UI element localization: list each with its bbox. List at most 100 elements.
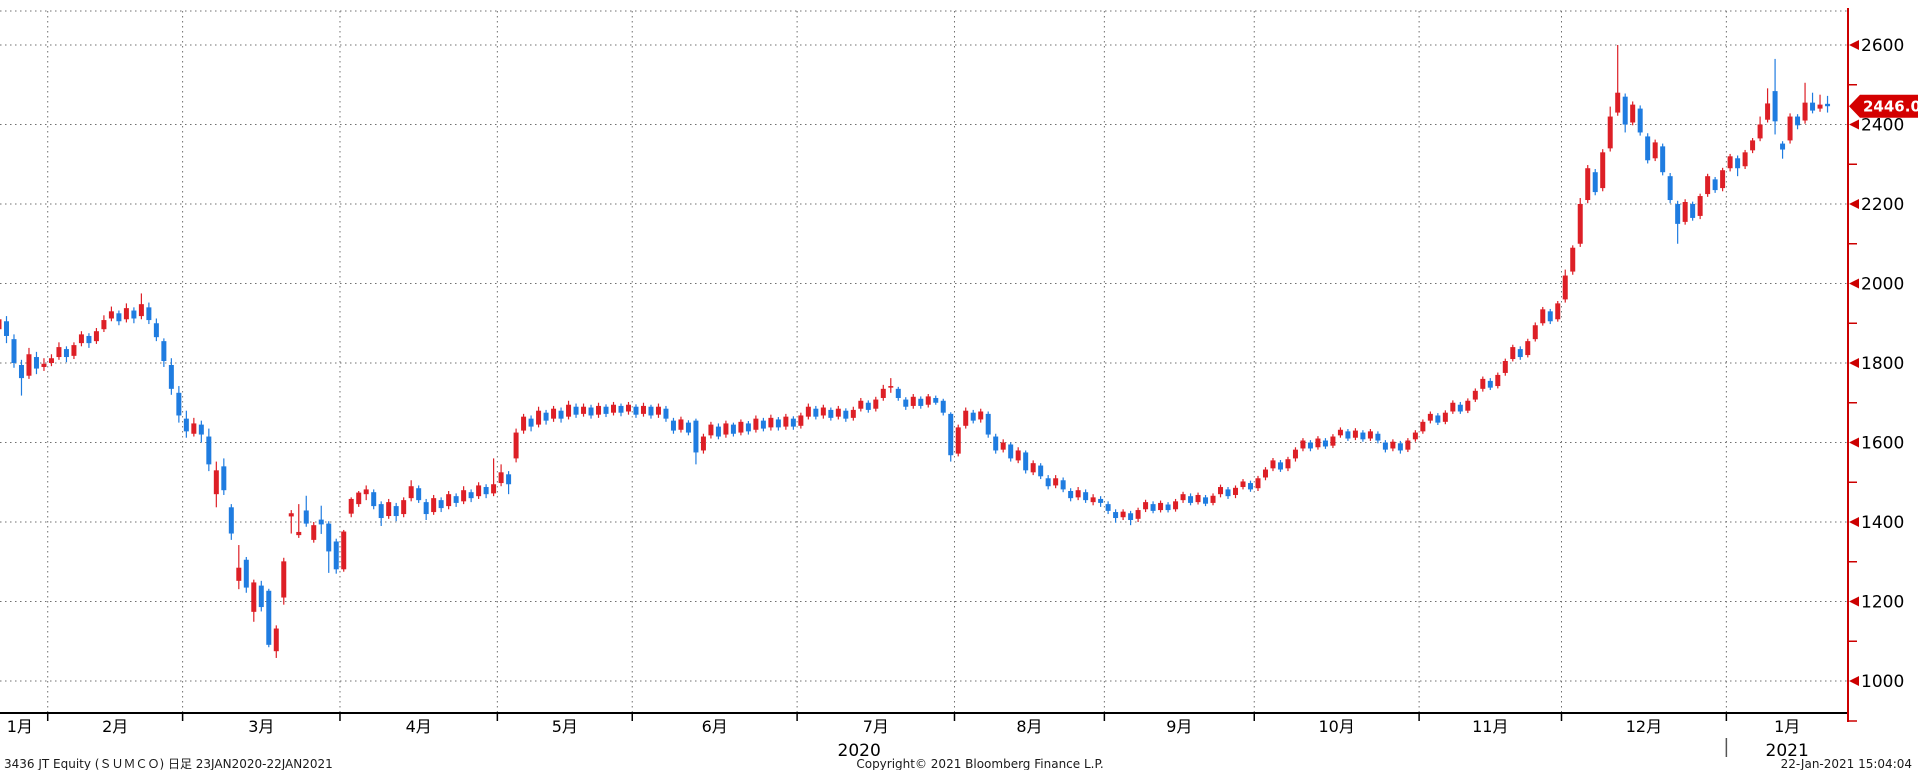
candle-down <box>828 407 834 421</box>
candle-down <box>760 417 766 432</box>
candles-layer <box>0 45 1831 658</box>
candle-down <box>423 498 429 521</box>
candle-body <box>993 436 999 451</box>
candle-down <box>468 489 474 503</box>
candle-body <box>1128 513 1134 521</box>
candle-body <box>1825 103 1831 107</box>
candle-down <box>1592 169 1598 196</box>
candle-down <box>813 405 819 420</box>
candle-down <box>843 408 849 422</box>
candle-body <box>738 421 744 433</box>
candle-body <box>873 399 879 409</box>
x-axis-year-label: 2020 <box>838 741 881 761</box>
candle-body <box>700 436 706 451</box>
candle-body <box>131 310 137 319</box>
candle-body <box>183 418 189 432</box>
candle-body <box>341 531 347 570</box>
candle-up <box>873 396 879 412</box>
candle-body <box>1023 452 1029 471</box>
candle-down <box>1277 459 1283 472</box>
candle-body <box>880 388 886 398</box>
candle-body <box>1105 504 1111 511</box>
candle-body <box>71 345 77 356</box>
candle-down <box>1382 440 1388 453</box>
candle-body <box>371 492 377 507</box>
candle-body <box>768 417 774 428</box>
candle-body <box>153 323 159 338</box>
candle-up <box>491 458 497 497</box>
candle-up <box>798 412 804 429</box>
candle-body <box>56 347 62 358</box>
candle-body <box>843 410 849 419</box>
candle-body <box>1555 303 1561 320</box>
candle-body <box>168 364 174 389</box>
candle-body <box>955 427 961 454</box>
candle-up <box>363 485 369 501</box>
instrument-footer-label: 3436 JT Equity (ＳＵＭＣＯ) 日足 23JAN2020-22JA… <box>4 757 333 770</box>
candle-body <box>108 311 114 319</box>
candle-down <box>206 428 212 472</box>
candle-body <box>1150 504 1156 511</box>
y-axis-major-arrow <box>1849 596 1859 607</box>
candle-body <box>1330 436 1336 446</box>
candle-up <box>768 414 774 431</box>
candle-down <box>528 415 534 432</box>
candle-down <box>3 316 9 344</box>
candle-up <box>1532 322 1538 342</box>
y-axis-label: 1600 <box>1861 434 1904 454</box>
candle-up <box>341 529 347 572</box>
candle-body <box>348 498 354 514</box>
candle-body <box>1053 478 1059 486</box>
candle-body <box>1525 341 1531 356</box>
x-axis-month-label: 12月 <box>1626 717 1662 736</box>
candle-down <box>176 386 182 423</box>
candle-up <box>611 401 617 416</box>
candle-up <box>1480 376 1486 392</box>
candle-body <box>506 474 512 485</box>
candle-down <box>903 397 909 410</box>
candle-up <box>1525 338 1531 358</box>
candle-body <box>1682 202 1688 222</box>
candle-up <box>596 402 602 418</box>
candle-down <box>1060 477 1066 493</box>
candle-up <box>640 402 646 417</box>
candle-up <box>858 397 864 412</box>
candle-down <box>1487 378 1493 391</box>
candle-body <box>1180 494 1186 501</box>
candle-up <box>723 420 729 438</box>
candle-down <box>1098 496 1104 507</box>
candle-down <box>198 420 204 443</box>
candle-body <box>536 410 542 425</box>
candle-up <box>1412 430 1418 442</box>
candle-body <box>730 424 736 434</box>
candle-body <box>603 406 609 414</box>
candle-body <box>1270 460 1276 469</box>
candle-body <box>191 423 197 434</box>
candle-body <box>1667 176 1673 201</box>
candle-body <box>243 559 249 588</box>
candle-body <box>1322 440 1328 447</box>
candle-down <box>895 386 901 401</box>
candle-body <box>1465 400 1471 411</box>
candle-body <box>708 424 714 436</box>
candle-body <box>86 335 92 344</box>
candle-up <box>1053 475 1059 489</box>
candle-body <box>1592 172 1598 193</box>
candle-body <box>1218 487 1224 495</box>
candle-body <box>303 510 309 524</box>
candle-up <box>1420 419 1426 434</box>
candle-body <box>551 408 557 419</box>
candle-down <box>378 501 384 526</box>
candle-up <box>498 464 504 487</box>
candle-down <box>18 359 24 396</box>
candle-body <box>311 525 317 540</box>
candle-body <box>273 628 279 652</box>
candle-body <box>266 590 272 645</box>
x-axis-month-label: 4月 <box>406 717 432 736</box>
candle-body <box>723 423 729 435</box>
candle-body <box>1517 349 1523 358</box>
candle-body <box>1630 104 1636 123</box>
candle-up <box>566 400 572 420</box>
y-axis-label: 1000 <box>1861 672 1904 692</box>
candle-body <box>1315 438 1321 448</box>
